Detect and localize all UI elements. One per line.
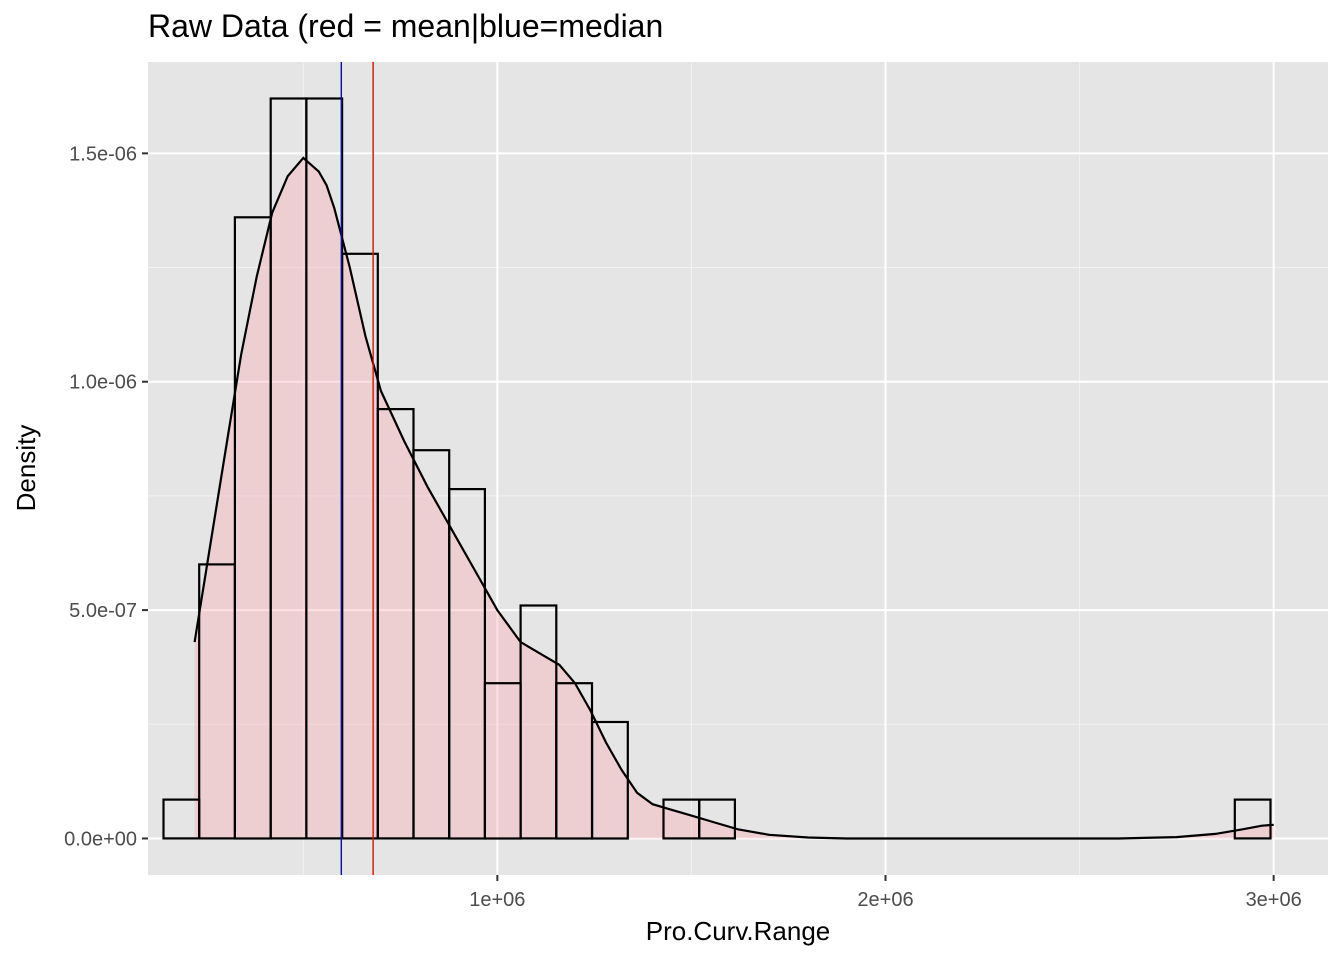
- histogram-bar: [162, 798, 201, 840]
- x-tick-label: 3e+06: [1246, 889, 1302, 911]
- histogram-bar: [269, 97, 308, 840]
- reference-lines: [340, 62, 374, 875]
- density-curve: [193, 156, 1274, 840]
- y-tick-label: 1.5e-06: [69, 143, 137, 165]
- chart-title: Raw Data (red = mean|blue=median: [148, 8, 664, 44]
- y-axis-title: Density: [11, 425, 41, 512]
- y-tick-label: 1.0e-06: [69, 372, 137, 394]
- axes: 1e+06 2e+06 3e+06 0.0e+00 5.0e-07 1.0e-06 1.5e…: [64, 143, 1302, 911]
- histogram-bar: [376, 408, 415, 840]
- x-tick-label: 2e+06: [857, 889, 913, 911]
- histogram-bar: [448, 488, 487, 840]
- x-axis-title: Pro.Curv.Range: [646, 916, 831, 946]
- density-area: [194, 157, 1274, 839]
- histogram-bar: [412, 449, 451, 840]
- histogram-bar: [555, 682, 594, 840]
- histogram-bar: [1233, 798, 1272, 840]
- histogram-bar: [198, 563, 236, 840]
- plot-panel: [148, 62, 1328, 875]
- histogram-bar: [590, 720, 629, 840]
- density-line: [193, 156, 1274, 840]
- histogram-bar: [662, 798, 701, 840]
- x-tick-label: 1e+06: [469, 889, 525, 911]
- gridlines: [148, 62, 1328, 875]
- histogram-bar: [233, 216, 272, 840]
- y-tick-label: 0.0e+00: [64, 828, 137, 850]
- histogram-bar: [483, 682, 522, 840]
- histogram-bar: [305, 97, 344, 840]
- density-area-fill: [194, 157, 1274, 839]
- histogram-bars: [162, 97, 1272, 840]
- y-tick-label: 5.0e-07: [69, 600, 137, 622]
- histogram-bar: [519, 604, 558, 840]
